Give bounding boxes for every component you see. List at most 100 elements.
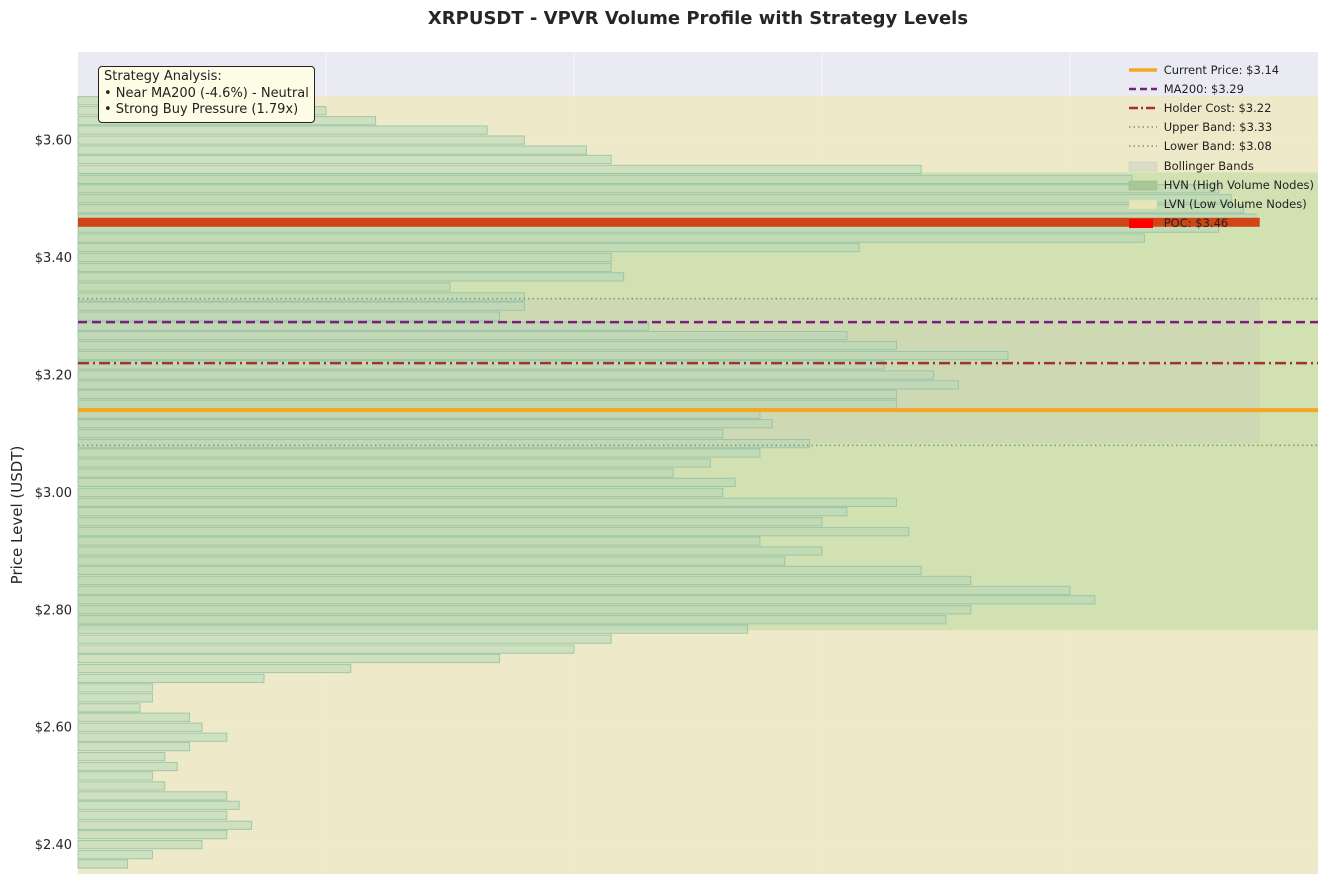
legend-item-upper-band: Upper Band: $3.33 bbox=[1128, 118, 1314, 137]
volume-bar bbox=[77, 722, 203, 732]
volume-bar bbox=[77, 282, 451, 292]
legend-item-bollinger: Bollinger Bands bbox=[1128, 156, 1314, 175]
volume-bar bbox=[77, 194, 1232, 204]
volume-bar bbox=[77, 605, 972, 615]
legend-swatch bbox=[1128, 64, 1158, 76]
legend-swatch bbox=[1128, 121, 1158, 133]
volume-bar bbox=[77, 781, 166, 791]
volume-bar bbox=[77, 458, 711, 468]
volume-bar bbox=[77, 732, 228, 742]
volume-bar bbox=[77, 840, 203, 850]
volume-bar bbox=[77, 448, 761, 458]
volume-bar bbox=[77, 546, 823, 556]
y-tick-label: $3.60 bbox=[35, 134, 72, 149]
volume-bar bbox=[77, 615, 947, 625]
legend-item-lower-band: Lower Band: $3.08 bbox=[1128, 137, 1314, 156]
volume-bar bbox=[77, 673, 265, 684]
legend-label: POC: $3.46 bbox=[1163, 216, 1229, 231]
volume-bar bbox=[77, 419, 773, 429]
legend-label: Holder Cost: $3.22 bbox=[1163, 100, 1272, 115]
volume-bar bbox=[77, 565, 922, 576]
volume-bar bbox=[77, 262, 612, 273]
volume-bar bbox=[77, 741, 191, 752]
volume-bar bbox=[77, 311, 501, 321]
volume-bar bbox=[77, 477, 736, 487]
volume-bar bbox=[77, 791, 228, 801]
volume-bar bbox=[77, 624, 749, 634]
volume-bar bbox=[77, 164, 922, 175]
volume-bar bbox=[77, 712, 191, 722]
volume-bar bbox=[77, 850, 153, 860]
legend-swatch bbox=[1128, 160, 1158, 172]
volume-bar bbox=[77, 301, 525, 311]
volume-bar bbox=[77, 145, 587, 155]
legend-item-poc: POC: $3.46 bbox=[1128, 214, 1314, 233]
poc-bar bbox=[78, 217, 1260, 227]
y-tick-label: $3.20 bbox=[35, 368, 72, 383]
legend-label: Current Price: $3.14 bbox=[1163, 62, 1280, 77]
y-tick-label: $2.80 bbox=[35, 603, 72, 618]
volume-bar bbox=[77, 204, 1245, 214]
volume-bar bbox=[77, 429, 724, 439]
annotation-line: • Strong Buy Pressure (1.79x) bbox=[104, 102, 299, 117]
volume-bar bbox=[77, 497, 897, 507]
volume-bar bbox=[77, 350, 1009, 361]
volume-bar bbox=[77, 800, 240, 810]
volume-bar bbox=[77, 634, 612, 644]
volume-bar bbox=[77, 810, 228, 820]
y-tick-label: $3.40 bbox=[35, 251, 72, 266]
volume-bar bbox=[77, 330, 848, 341]
legend-label: Bollinger Bands bbox=[1163, 158, 1254, 173]
volume-bar bbox=[77, 751, 166, 762]
legend-swatch bbox=[1128, 198, 1158, 210]
legend-label: Upper Band: $3.33 bbox=[1163, 120, 1273, 135]
volume-bar bbox=[77, 536, 761, 546]
volume-bar bbox=[77, 771, 153, 781]
volume-bar bbox=[77, 683, 153, 693]
volume-bar bbox=[77, 439, 811, 449]
volume-bar bbox=[77, 233, 1145, 243]
legend-swatch bbox=[1128, 217, 1158, 229]
volume-bar bbox=[77, 380, 959, 390]
volume-bar bbox=[77, 389, 897, 399]
volume-bar bbox=[77, 184, 1220, 194]
volume-bar bbox=[77, 820, 253, 830]
legend-swatch bbox=[1128, 140, 1158, 152]
volume-bar bbox=[77, 859, 129, 869]
volume-bar bbox=[77, 360, 885, 370]
legend-item-ma200: MA200: $3.29 bbox=[1128, 79, 1314, 98]
legend-item-lvn: LVN (Low Volume Nodes) bbox=[1128, 194, 1314, 213]
volume-bar bbox=[77, 272, 625, 282]
legend-swatch bbox=[1128, 83, 1158, 95]
y-tick-label: $3.00 bbox=[35, 486, 72, 501]
volume-bar bbox=[77, 644, 575, 654]
volume-bar bbox=[77, 252, 612, 263]
volume-bar bbox=[77, 575, 972, 586]
strategy-annotation: Strategy Analysis: • Near MA200 (-4.6%) … bbox=[98, 66, 315, 123]
plot-area bbox=[77, 52, 1318, 874]
legend-label: Lower Band: $3.08 bbox=[1163, 139, 1272, 154]
volume-bar bbox=[77, 370, 935, 380]
volume-bar bbox=[77, 174, 1133, 185]
volume-bar bbox=[77, 487, 724, 497]
chart-legend: Current Price: $3.14 MA200: $3.29 Holder… bbox=[1128, 60, 1314, 233]
volume-bar bbox=[77, 517, 823, 527]
volume-bar bbox=[77, 507, 848, 517]
y-axis-label: Price Level (USDT) bbox=[8, 446, 26, 585]
volume-bar bbox=[77, 663, 352, 674]
volume-bar bbox=[77, 703, 141, 713]
legend-swatch bbox=[1128, 102, 1158, 114]
volume-bar bbox=[77, 595, 1096, 605]
y-axis-ticks: $2.40 $2.60 $2.80 $3.00 $3.20 $3.40 $3.60 bbox=[35, 134, 72, 854]
volume-bar bbox=[77, 585, 1071, 596]
volume-bar bbox=[77, 830, 228, 840]
legend-label: MA200: $3.29 bbox=[1163, 81, 1244, 96]
volume-bar bbox=[77, 154, 612, 165]
volume-bar bbox=[77, 653, 501, 664]
y-tick-label: $2.40 bbox=[35, 838, 72, 853]
volume-bar bbox=[77, 125, 488, 135]
legend-label: HVN (High Volume Nodes) bbox=[1163, 177, 1314, 192]
volume-bar bbox=[77, 527, 910, 537]
legend-swatch bbox=[1128, 179, 1158, 191]
